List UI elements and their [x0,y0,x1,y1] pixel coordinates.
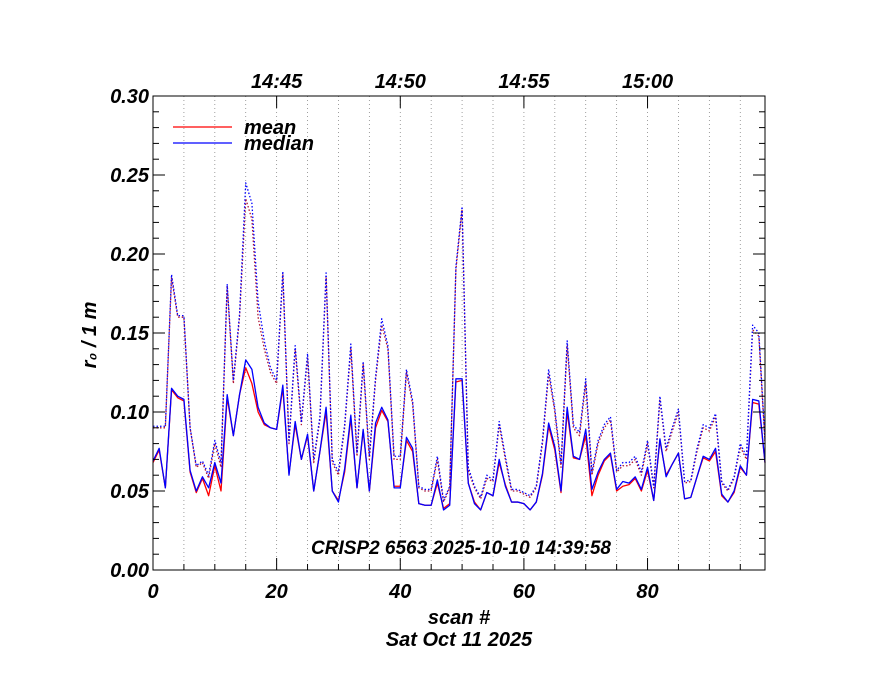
legend: mean median [173,117,314,155]
y-tick-label: 0.30 [110,86,149,108]
top-time-label: 14:45 [251,71,303,93]
top-time-label: 14:55 [498,71,550,93]
top-time-label: 15:00 [622,71,673,93]
plot-frame [152,95,766,571]
legend-median-label: median [244,133,314,155]
series-group [152,182,766,511]
top-time-label: 14:50 [375,71,426,93]
series-line-mean [152,367,766,511]
y-axis-title: r₀ / 1 m [79,302,101,369]
x-tick-label: 60 [513,581,535,603]
legend-mean-label: mean [244,117,296,139]
y-tick-label: 0.25 [110,165,150,187]
y-tick-label: 0.20 [110,244,149,266]
x-tick-label: 20 [265,581,288,603]
y-tick-label: 0.00 [110,560,149,582]
date-subtitle: Sat Oct 11 2025 [386,629,533,651]
y-tick-label: 0.15 [110,323,150,345]
y-tick-label: 0.05 [110,481,150,503]
axis-ticks [152,95,765,571]
y-tick-label: 0.10 [110,402,149,424]
vertical-gridlines [183,96,741,570]
run-annotation: CRISP2 6563 2025-10-10 14:39:58 [311,538,611,559]
x-tick-label: 40 [388,581,411,603]
x-tick-label: 0 [147,581,158,603]
tick-labels: 0.00 0.05 0.10 0.15 0.20 0.25 0.30 0 20 40 60 80 14:… [110,71,673,603]
x-tick-label: 80 [636,581,658,603]
series-line-median [152,359,766,511]
series-line-median-dotted [153,182,766,502]
series-line-mean-dotted [153,198,766,503]
x-axis-title: scan # [428,607,491,629]
